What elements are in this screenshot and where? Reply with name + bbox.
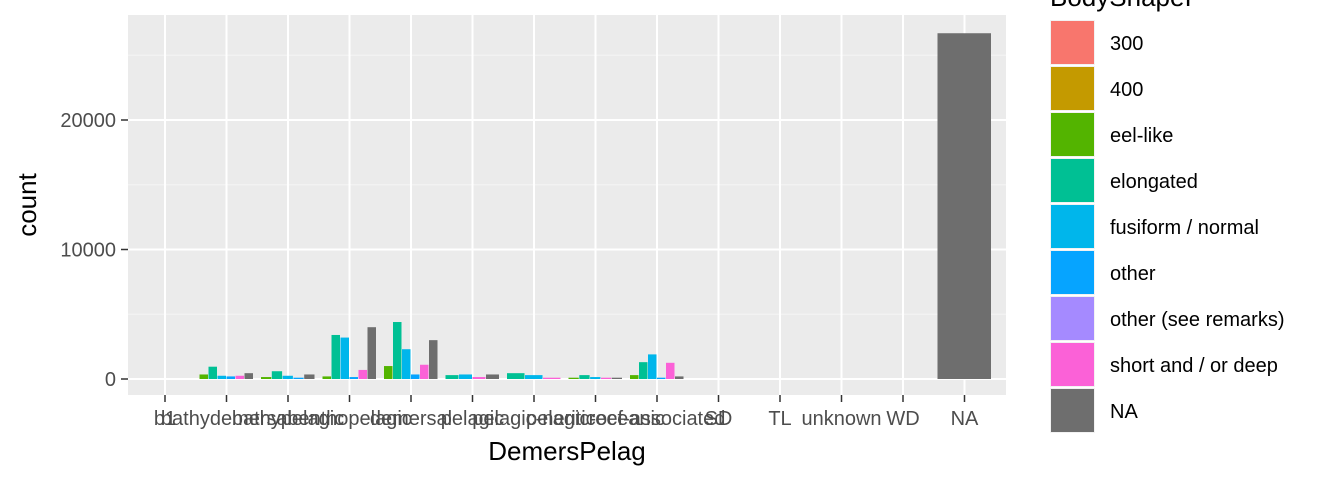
bar bbox=[322, 376, 331, 379]
x-tick-label: benthopelagic bbox=[287, 408, 412, 430]
y-tick-label: 0 bbox=[105, 369, 116, 391]
x-tick-label: TL bbox=[768, 408, 791, 430]
bar bbox=[244, 373, 253, 379]
legend-swatch bbox=[1051, 389, 1094, 432]
bar bbox=[340, 337, 349, 379]
bar bbox=[226, 376, 235, 379]
legend-swatch bbox=[1051, 113, 1094, 156]
bar bbox=[384, 366, 393, 379]
bar bbox=[543, 377, 561, 379]
bar bbox=[630, 375, 639, 379]
bar bbox=[304, 374, 315, 379]
bar bbox=[937, 33, 991, 380]
bar bbox=[331, 334, 340, 379]
bar bbox=[271, 371, 283, 379]
bar bbox=[261, 377, 272, 379]
legend: BodyShapeI 300 400 eel-like elongated fusifo… bbox=[1050, 0, 1285, 433]
y-tick-label: 10000 bbox=[60, 240, 116, 262]
legend-swatch bbox=[1051, 67, 1094, 110]
x-tick-label: bathypelagic bbox=[232, 408, 344, 430]
y-axis-title: count bbox=[12, 172, 42, 236]
bar bbox=[611, 377, 622, 379]
x-tick-label: pelagic bbox=[441, 408, 504, 430]
x-tick-label: reef-associated bbox=[589, 408, 726, 430]
legend-swatch bbox=[1051, 205, 1094, 248]
bar bbox=[199, 374, 208, 379]
legend-label: other (see remarks) bbox=[1110, 309, 1285, 331]
bar bbox=[411, 374, 420, 379]
bar bbox=[472, 377, 486, 379]
bar bbox=[600, 377, 612, 379]
bar bbox=[507, 373, 525, 379]
legend-label: 400 bbox=[1110, 79, 1143, 101]
x-tick-label: pelagic-neritic bbox=[472, 408, 595, 430]
legend-swatch bbox=[1051, 251, 1094, 294]
legend-label: other bbox=[1110, 263, 1156, 285]
legend-label: fusiform / normal bbox=[1110, 217, 1259, 239]
legend-label: elongated bbox=[1110, 171, 1198, 193]
x-tick-label: WD bbox=[886, 408, 919, 430]
x-tick-label: unknown bbox=[801, 408, 881, 430]
x-tick-label: b1 bbox=[154, 408, 176, 430]
bar bbox=[639, 362, 648, 379]
bars bbox=[199, 33, 991, 380]
bar bbox=[358, 369, 367, 379]
legend-swatch bbox=[1051, 297, 1094, 340]
bar bbox=[675, 376, 684, 379]
bar bbox=[282, 375, 293, 379]
bar bbox=[657, 377, 666, 379]
bar bbox=[568, 377, 579, 379]
x-tick-label: NA bbox=[951, 408, 979, 430]
x-tick-label: pelagic-oceanic bbox=[526, 408, 665, 430]
legend-swatch bbox=[1051, 21, 1094, 64]
bar bbox=[208, 366, 217, 379]
bar bbox=[349, 377, 358, 379]
bar bbox=[579, 375, 590, 379]
bar bbox=[420, 364, 429, 379]
x-tick-label: SD bbox=[705, 408, 733, 430]
bar bbox=[217, 375, 226, 379]
bar bbox=[525, 375, 543, 379]
bar bbox=[486, 374, 499, 379]
bar bbox=[235, 375, 244, 379]
legend-label: eel-like bbox=[1110, 125, 1173, 147]
x-tick-label: bathydemersal bbox=[161, 408, 292, 430]
bar bbox=[666, 362, 675, 379]
bar bbox=[648, 354, 657, 379]
legend-swatch bbox=[1051, 159, 1094, 202]
legend-label: 300 bbox=[1110, 33, 1143, 55]
bar bbox=[402, 349, 411, 379]
legend-label: short and / or deep bbox=[1110, 355, 1278, 377]
bar bbox=[367, 327, 376, 379]
y-axis: 0 10000 20000 bbox=[60, 110, 128, 391]
bar bbox=[459, 374, 472, 379]
y-tick-label: 20000 bbox=[60, 110, 116, 132]
bar bbox=[293, 377, 304, 379]
bar bbox=[445, 375, 459, 379]
bar bbox=[590, 377, 601, 379]
bar bbox=[429, 340, 438, 379]
x-axis: b1bathydemersalbathypelagicbenthopelagic… bbox=[154, 395, 979, 430]
legend-label: NA bbox=[1110, 401, 1138, 423]
legend-title: BodyShapeI bbox=[1050, 0, 1192, 12]
bar bbox=[393, 322, 402, 379]
x-axis-title: DemersPelag bbox=[488, 436, 646, 466]
gridlines bbox=[128, 15, 1006, 395]
panel-background bbox=[128, 15, 1006, 395]
x-tick-label: demersal bbox=[370, 408, 452, 430]
legend-swatch bbox=[1051, 343, 1094, 386]
